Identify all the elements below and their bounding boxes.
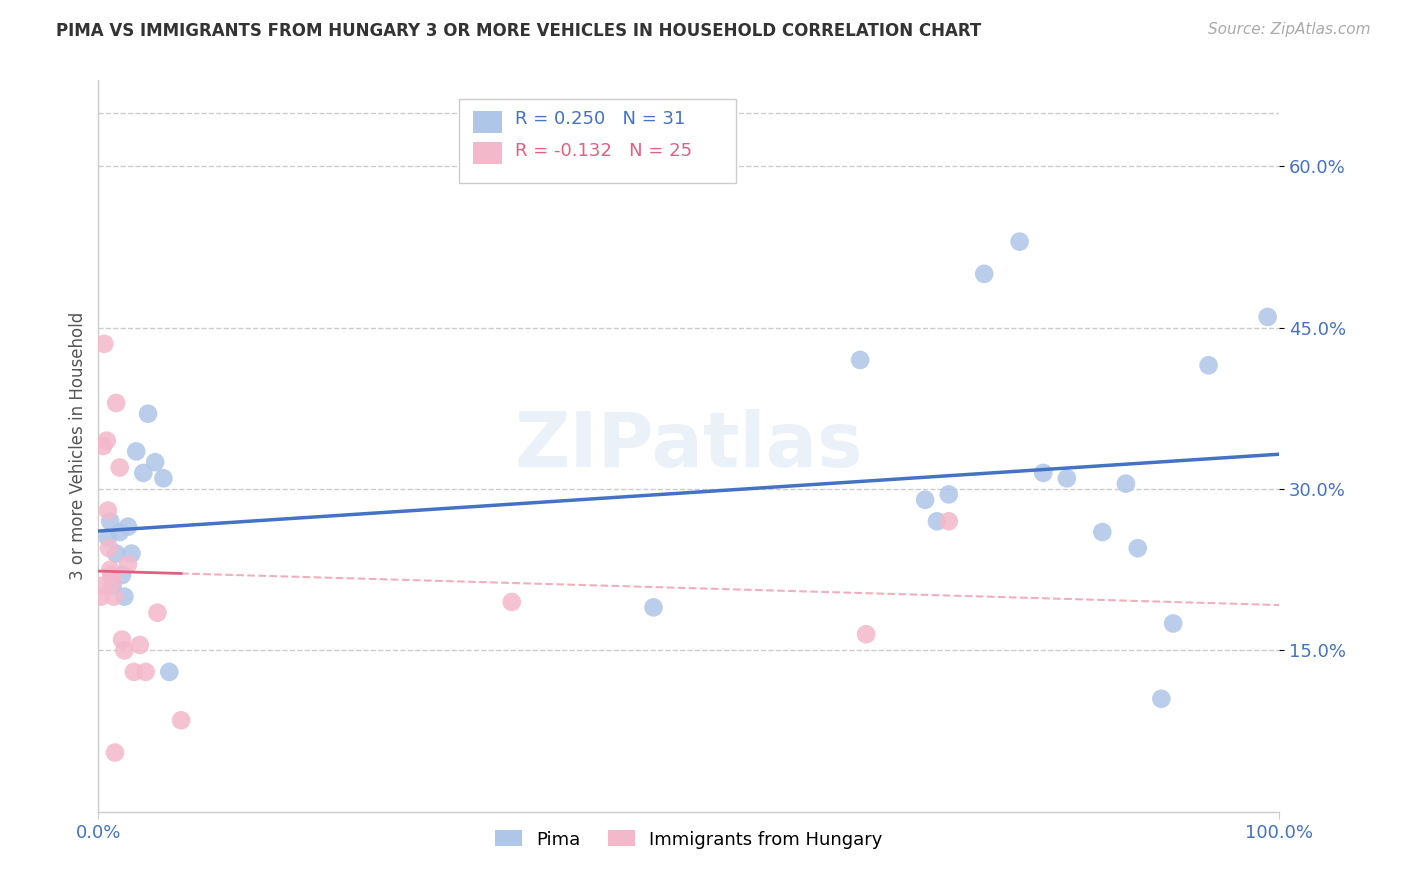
Point [104, 746, 127, 760]
Point [101, 574, 124, 588]
Point [111, 632, 134, 647]
Point [111, 568, 134, 582]
Point [90, 590, 112, 604]
Point [855, 627, 877, 641]
Point [1126, 541, 1149, 556]
Point [98, 514, 121, 528]
Text: R = -0.132   N = 25: R = -0.132 N = 25 [516, 142, 692, 161]
Point [112, 590, 135, 604]
Point [101, 579, 124, 593]
Point [93, 336, 115, 351]
Point [98, 541, 121, 556]
Point [170, 714, 193, 728]
Text: PIMA VS IMMIGRANTS FROM HUNGARY 3 OR MORE VEHICLES IN HOUSEHOLD CORRELATION CHAR: PIMA VS IMMIGRANTS FROM HUNGARY 3 OR MOR… [56, 22, 981, 40]
Point [98, 563, 121, 577]
Point [122, 665, 145, 679]
Text: R = 0.250   N = 31: R = 0.250 N = 31 [516, 110, 686, 128]
Point [501, 595, 523, 609]
Point [1032, 466, 1054, 480]
Point [91, 439, 114, 453]
Point [849, 353, 872, 368]
Point [1198, 359, 1220, 373]
Point [105, 547, 128, 561]
Text: Source: ZipAtlas.com: Source: ZipAtlas.com [1208, 22, 1371, 37]
Point [136, 407, 159, 421]
FancyBboxPatch shape [458, 99, 737, 183]
Point [938, 514, 960, 528]
Point [97, 503, 120, 517]
Point [96, 434, 118, 448]
Point [1008, 235, 1031, 249]
Text: ZIPatlas: ZIPatlas [515, 409, 863, 483]
Point [157, 665, 180, 679]
Point [1161, 616, 1184, 631]
Point [125, 444, 148, 458]
Point [97, 530, 120, 544]
Point [112, 643, 135, 657]
Point [100, 568, 122, 582]
FancyBboxPatch shape [472, 111, 502, 133]
FancyBboxPatch shape [472, 143, 502, 164]
Point [1056, 471, 1078, 485]
Point [103, 590, 125, 604]
Point [108, 524, 131, 539]
Point [91, 579, 114, 593]
Point [146, 606, 169, 620]
Point [1257, 310, 1279, 324]
Point [938, 487, 960, 501]
Point [135, 665, 157, 679]
Point [914, 492, 936, 507]
Legend: Pima, Immigrants from Hungary: Pima, Immigrants from Hungary [486, 822, 891, 857]
Point [105, 396, 128, 410]
Y-axis label: 3 or more Vehicles in Household: 3 or more Vehicles in Household [69, 312, 87, 580]
Point [128, 638, 150, 652]
Point [152, 471, 174, 485]
Point [1091, 524, 1114, 539]
Point [643, 600, 665, 615]
Point [132, 466, 155, 480]
Point [925, 514, 948, 528]
Point [108, 460, 131, 475]
Point [117, 558, 139, 572]
Point [117, 519, 139, 533]
Point [143, 455, 166, 469]
Point [973, 267, 995, 281]
Point [121, 547, 143, 561]
Point [1115, 476, 1137, 491]
Point [1150, 691, 1173, 706]
